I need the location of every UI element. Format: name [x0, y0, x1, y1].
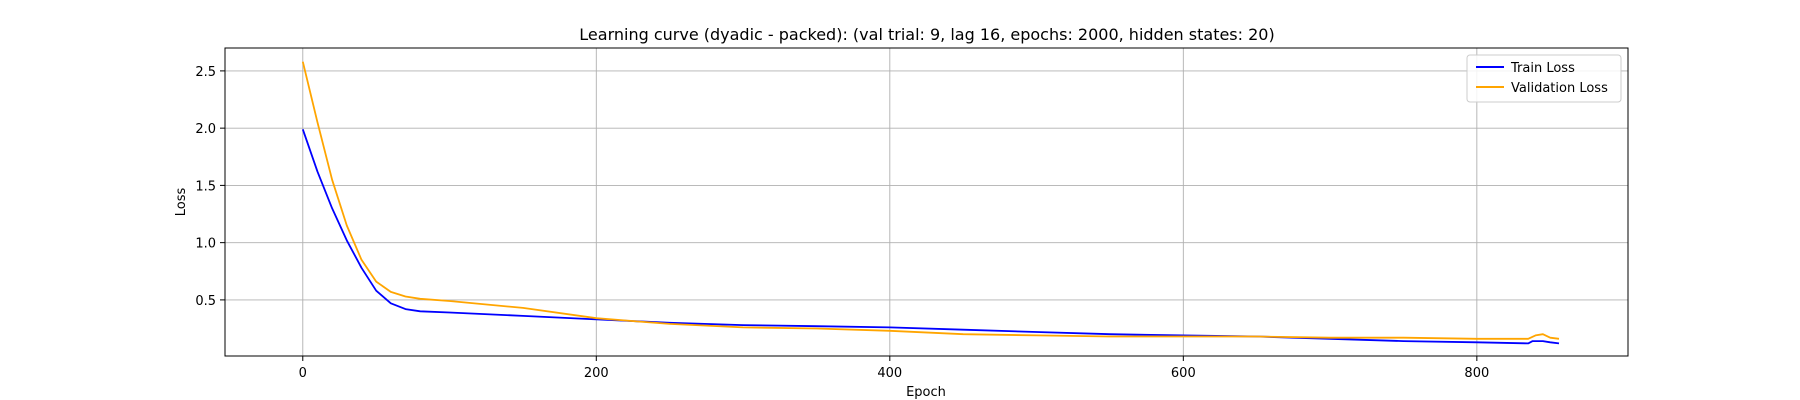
y-tick-label: 2.0 [195, 122, 216, 137]
y-tick-label: 1.0 [195, 237, 216, 252]
y-tick-label: 0.5 [195, 294, 216, 309]
x-tick-label: 0 [299, 366, 307, 381]
y-axis-label: Loss [174, 188, 189, 217]
legend-entry-label: Validation Loss [1511, 81, 1608, 96]
x-tick-label: 600 [1171, 366, 1196, 381]
y-tick-label: 1.5 [195, 179, 216, 194]
x-tick-label: 800 [1464, 366, 1489, 381]
series-lines [301, 61, 1560, 345]
y-tick-label: 2.5 [195, 65, 216, 80]
grid [225, 48, 1628, 356]
plot-frame [224, 47, 1629, 357]
legend-entry-label: Train Loss [1510, 61, 1575, 76]
x-axis-label: Epoch [906, 385, 946, 400]
x-tick-label: 400 [877, 366, 902, 381]
legend: Train Loss Validation Loss [1466, 54, 1622, 103]
axis-ticks: 0 200 400 600 800 0.5 1.0 1.5 2.0 2.5 [195, 65, 1489, 381]
series-line-0 [301, 129, 1560, 345]
x-tick-label: 200 [584, 366, 609, 381]
series-line-1 [301, 61, 1560, 340]
legend-box [1466, 54, 1622, 103]
chart-title: Learning curve (dyadic - packed): (val t… [579, 25, 1274, 44]
